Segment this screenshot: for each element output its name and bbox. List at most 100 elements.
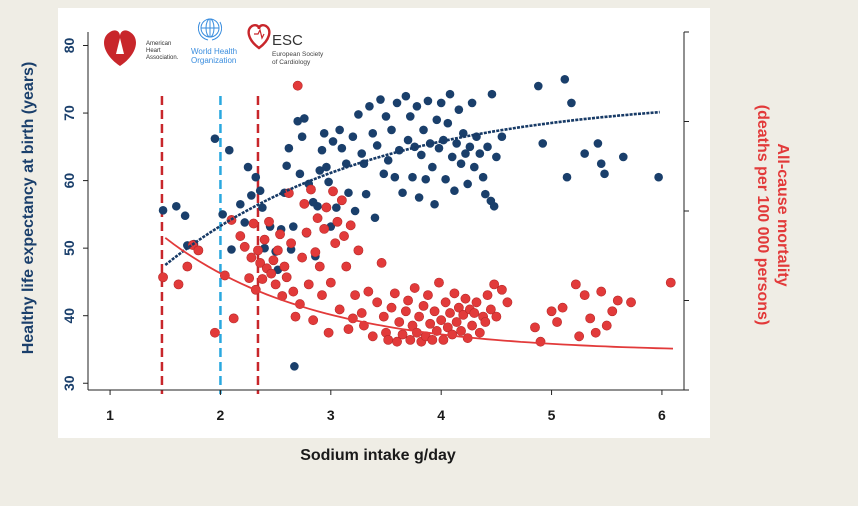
life-expectancy-point	[419, 125, 428, 135]
mortality-point	[389, 288, 400, 299]
life-expectancy-point	[483, 142, 492, 152]
mortality-point	[502, 297, 513, 308]
life-expectancy-point	[487, 89, 497, 99]
mortality-point	[306, 184, 316, 195]
mortality-point	[367, 331, 378, 342]
life-expectancy-point	[379, 169, 389, 179]
life-expectancy-point	[475, 149, 485, 158]
life-expectancy-point	[562, 172, 572, 182]
life-expectancy-point	[180, 211, 190, 221]
y-tick-label-right: 4000	[707, 16, 710, 47]
mortality-point	[314, 261, 325, 272]
life-expectancy-point	[255, 186, 265, 196]
mortality-point	[386, 302, 397, 313]
y-tick-label-left: 70	[61, 105, 77, 121]
life-expectancy-point	[315, 166, 325, 175]
y-tick-label-right: 2000	[707, 195, 710, 226]
mortality-point	[429, 306, 440, 317]
life-expectancy-point	[251, 172, 261, 182]
life-expectancy-point	[365, 102, 374, 111]
life-expectancy-point	[398, 188, 407, 198]
mortality-point	[228, 313, 239, 324]
mortality-point	[546, 306, 557, 317]
mortality-point	[272, 245, 283, 256]
mortality-point	[394, 317, 405, 327]
mortality-point	[601, 320, 612, 331]
life-expectancy-point	[492, 152, 501, 162]
life-expectancy-point	[445, 89, 455, 99]
mortality-point	[323, 327, 334, 338]
life-expectancy-point	[282, 161, 291, 171]
y-tick-label-left: 50	[61, 240, 77, 256]
mortality-point	[596, 286, 607, 297]
mortality-point	[458, 309, 469, 320]
mortality-point	[496, 284, 507, 295]
mortality-point	[343, 324, 354, 335]
mortality-point	[438, 334, 449, 345]
mortality-point	[239, 241, 250, 252]
life-expectancy-point	[618, 152, 628, 162]
life-expectancy-point	[344, 188, 353, 198]
mortality-point	[288, 286, 299, 297]
mortality-point	[268, 255, 279, 266]
y-axis-label-right-2: (deaths per 100 000 persons)	[754, 105, 771, 326]
mortality-point	[328, 186, 338, 197]
mortality-point	[467, 320, 477, 331]
life-expectancy-point	[247, 191, 256, 200]
life-expectancy-point	[297, 132, 307, 141]
mortality-point	[552, 317, 562, 327]
life-expectancy-point	[412, 102, 422, 111]
mortality-point	[557, 302, 568, 313]
mortality-point	[299, 198, 310, 209]
x-tick-label: 4	[437, 407, 445, 423]
life-expectancy-point	[478, 172, 488, 182]
aha-text-2: Heart	[146, 48, 161, 54]
x-axis-label: Sodium intake g/day	[300, 447, 456, 464]
mortality-point	[297, 252, 308, 263]
mortality-point	[442, 322, 453, 333]
life-expectancy-point	[580, 149, 589, 158]
aha-text-3: Association.	[146, 55, 179, 61]
mortality-point	[173, 279, 184, 290]
mortality-point	[590, 327, 601, 338]
life-expectancy-point	[295, 169, 305, 179]
aha-text-1: American	[146, 41, 171, 47]
life-expectancy-point	[600, 169, 609, 179]
mortality-point	[339, 231, 349, 241]
mortality-point	[440, 297, 451, 308]
life-expectancy-point	[452, 139, 461, 148]
life-expectancy-point	[381, 112, 391, 121]
mortality-point	[409, 283, 420, 293]
mortality-point	[210, 327, 220, 338]
life-expectancy-point	[456, 159, 466, 169]
mortality-point	[423, 290, 433, 301]
life-expectancy-point	[243, 162, 253, 172]
life-expectancy-point	[392, 98, 402, 108]
mortality-point	[308, 315, 319, 326]
life-expectancy-point	[450, 186, 459, 196]
life-expectancy-point	[372, 141, 382, 150]
mortality-point	[376, 258, 387, 268]
mortality-point	[482, 290, 493, 301]
mortality-point	[612, 295, 623, 306]
life-expectancy-point	[469, 162, 479, 172]
mortality-point	[491, 311, 502, 322]
life-expectancy-point	[403, 135, 413, 145]
life-expectancy-point	[405, 112, 415, 121]
life-expectancy-point	[227, 245, 236, 254]
esc-logo: ESC European Society of Cardiology	[247, 24, 324, 66]
aha-logo: American Heart Association.	[104, 30, 179, 66]
mortality-point	[310, 247, 321, 258]
mortality-point	[246, 252, 257, 263]
life-expectancy-point	[423, 96, 433, 106]
life-expectancy-point	[240, 218, 250, 227]
mortality-point	[530, 322, 540, 333]
mortality-point	[259, 234, 270, 245]
life-expectancy-point	[376, 95, 385, 104]
x-tick-label: 5	[548, 407, 556, 423]
mortality-point	[332, 216, 343, 227]
mortality-point	[336, 195, 347, 206]
life-expectancy-point	[383, 156, 393, 165]
mortality-point	[469, 308, 480, 318]
mortality-point	[334, 304, 345, 315]
